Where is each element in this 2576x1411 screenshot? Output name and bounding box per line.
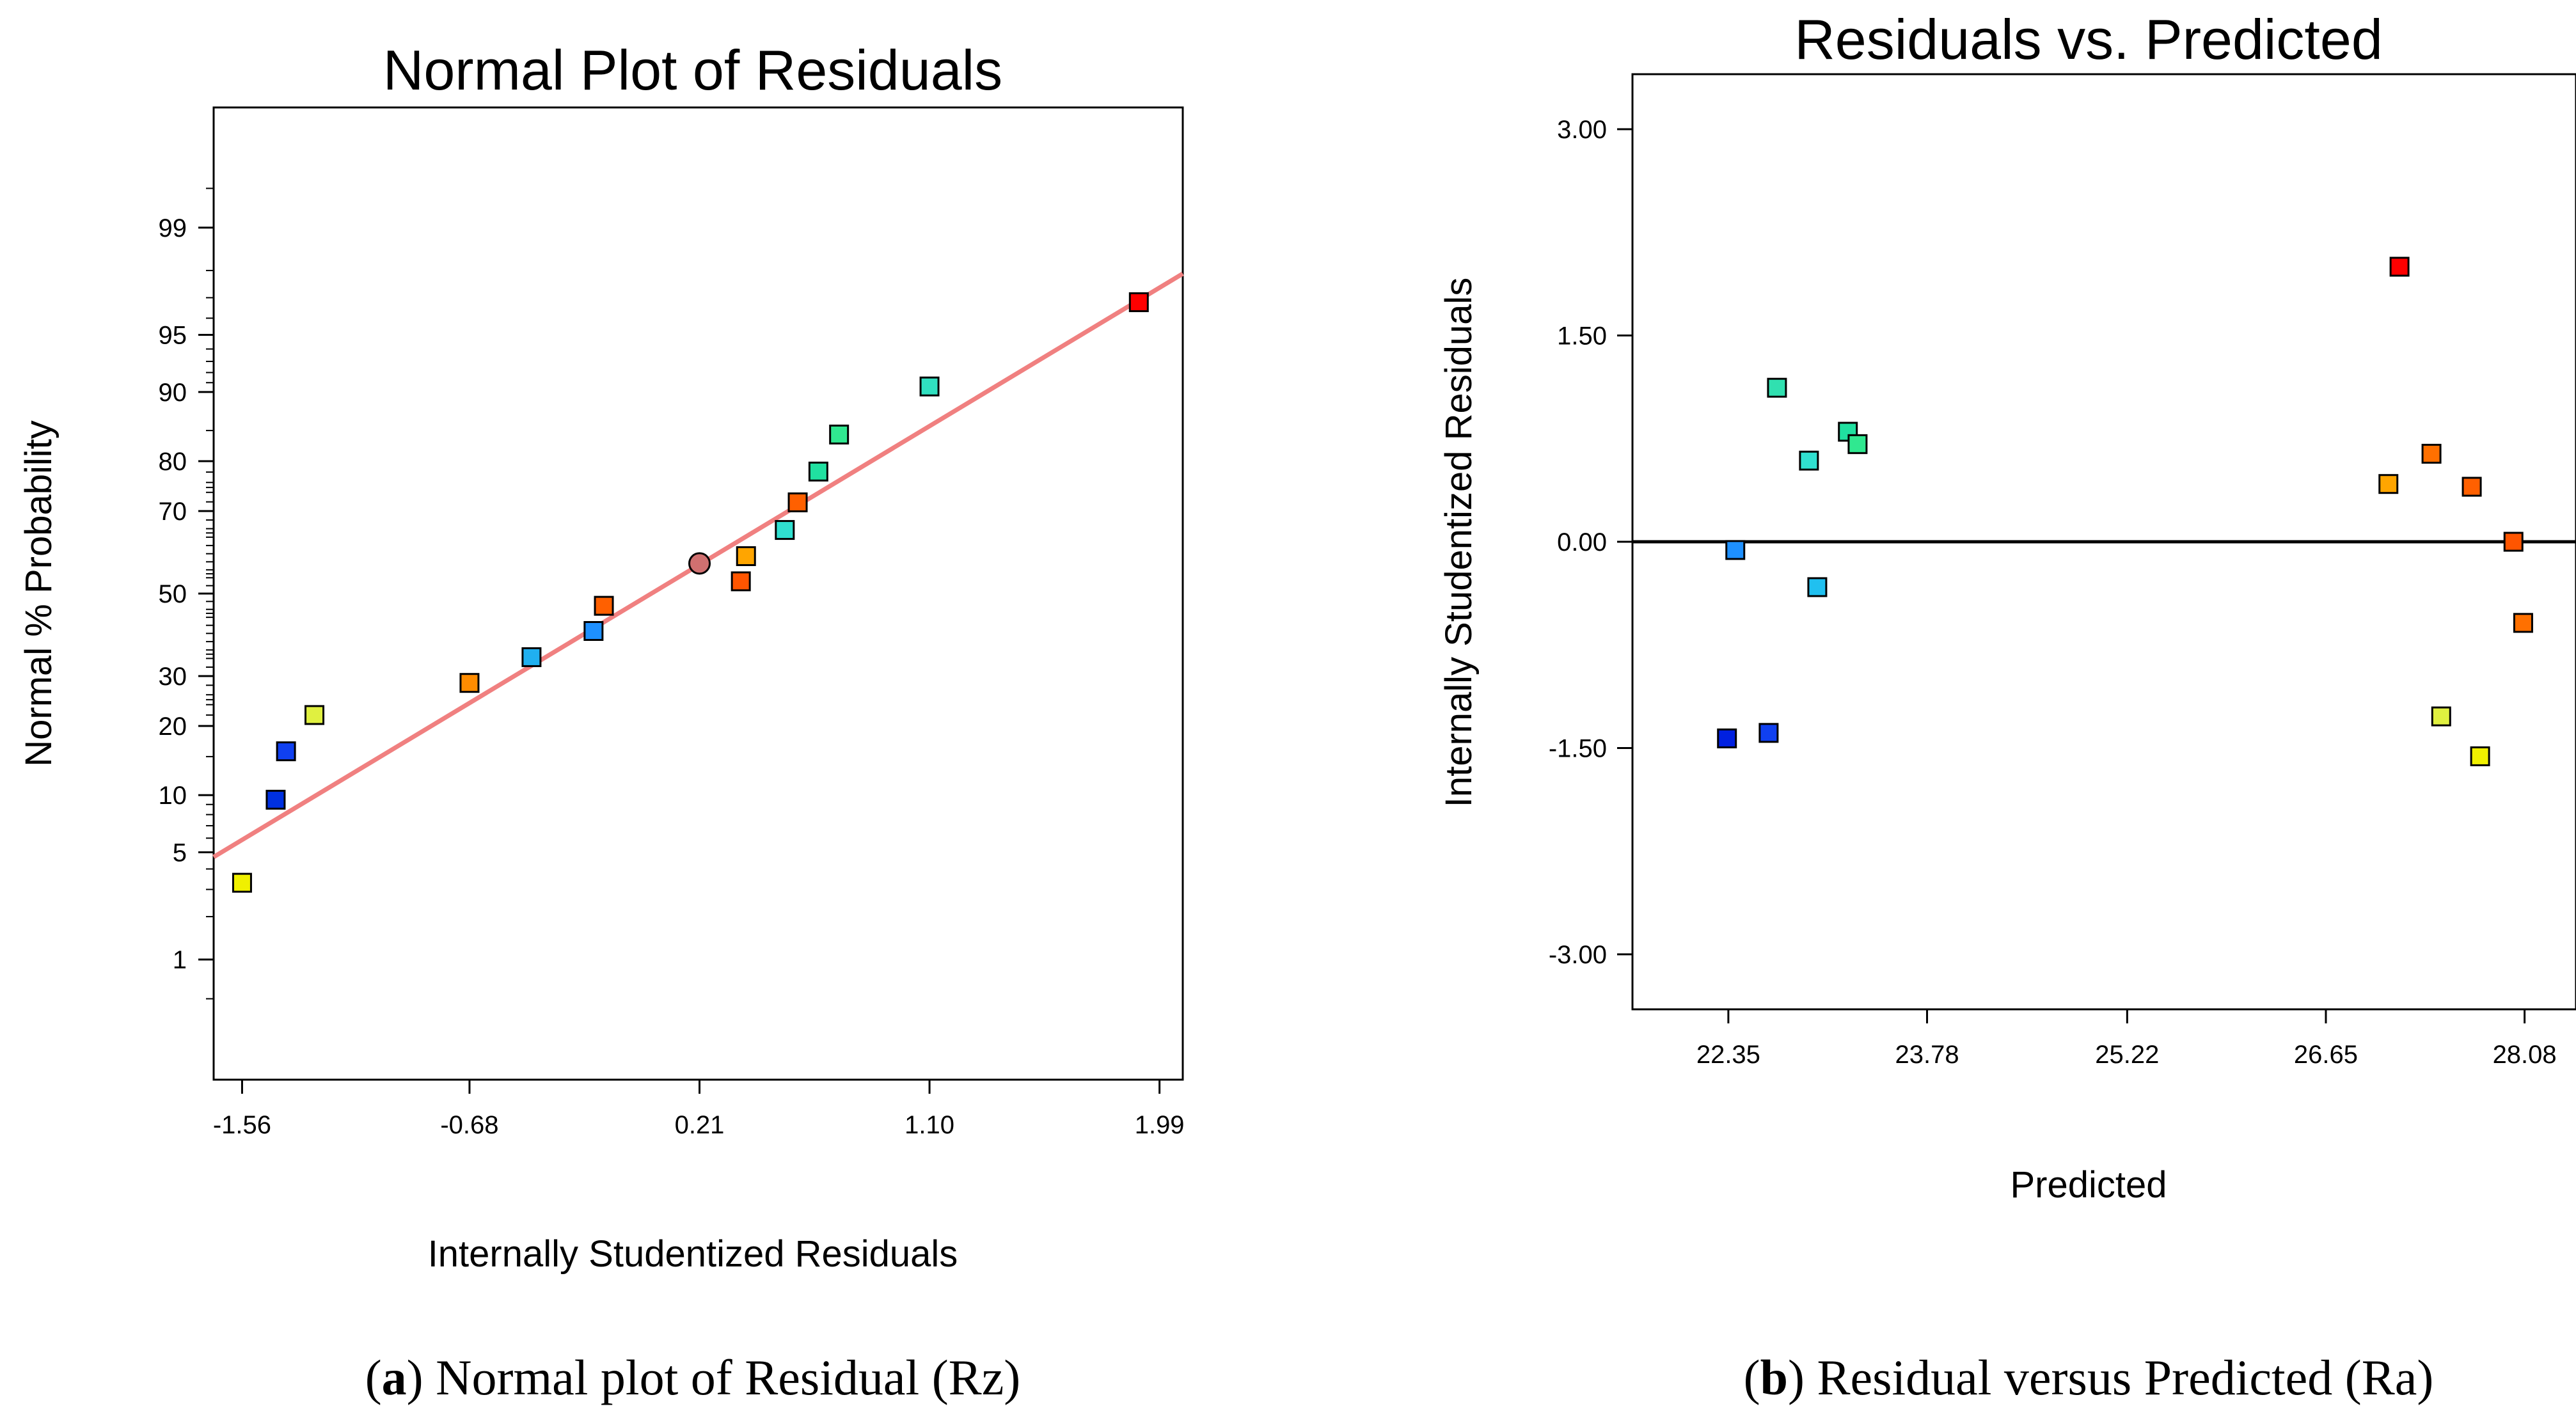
chart-a-y-tick-label: 90 [159,379,187,407]
chart-a-point [787,492,808,512]
chart-b-caption: (b) Residual versus Predicted (Ra) [1744,1350,2434,1405]
chart-b-point [1758,723,1779,743]
chart-a-x-axis-label: Internally Studentized Residuals [428,1233,958,1275]
chart-a-point [731,571,751,592]
chart-b-title: Residuals vs. Predicted [1794,8,2383,71]
chart-a-y-tick-label: 95 [159,321,187,349]
chart-a-point [265,789,286,810]
chart-b-caption-text: ) Residual versus Predicted (Ra) [1788,1350,2433,1405]
chart-b-point [2470,746,2490,766]
chart-b-y-tick-label: 3.00 [1557,116,1607,144]
chart-b-x-tick-label: 26.65 [2294,1041,2358,1069]
chart-b-point [2513,613,2533,633]
chart-b-y-tick-label: 1.50 [1557,322,1607,351]
chart-b-point [1717,728,1737,748]
chart-a-x-tick-label: -0.68 [440,1111,498,1139]
chart-b-point [2389,256,2410,277]
chart-a-point [736,546,756,567]
chart-b-point [1725,540,1746,560]
chart-a-point [459,673,480,693]
chart-b-point [1847,434,1868,454]
chart-a-x-tick-label: 0.21 [675,1111,725,1139]
chart-a-point [919,376,940,397]
chart-b-point [2421,443,2442,464]
chart-b-x-tick-label: 23.78 [1895,1041,1959,1069]
chart-a-y-tick-label: 99 [159,214,187,242]
chart-a-y-tick-label: 50 [159,580,187,608]
chart-a-title: Normal Plot of Residuals [383,38,1002,102]
chart-b-x-tick-label: 28.08 [2493,1041,2557,1069]
chart-a-y-tick-label: 1 [173,946,187,974]
chart-a-x-tick-label: -1.56 [213,1111,271,1139]
chart-b-x-tick-label: 25.22 [2095,1041,2159,1069]
chart-a-point [594,595,614,616]
chart-a-y-tick-label: 5 [173,839,187,867]
chart-a-caption: (a) Normal plot of Residual (Rz) [365,1350,1021,1405]
chart-a-point [775,520,795,540]
chart-a-caption-letter: a [382,1350,407,1405]
chart-b-point [2461,477,2482,497]
chart-a-x-tick-label: 1.10 [905,1111,954,1139]
chart-a-point [232,872,252,893]
chart-b-x-axis-label: Predicted [2010,1164,2167,1206]
chart-a-y-tick-label: 10 [159,782,187,810]
chart-b-point [1807,577,1828,597]
chart-b-point [2378,474,2399,494]
chart-a-x-tick-label: 1.99 [1135,1111,1185,1139]
chart-b-point [2431,706,2451,727]
chart-b-point [1799,450,1819,471]
chart-a-point [688,552,711,575]
chart-a-point [276,741,296,762]
chart-a-y-axis-label: Normal % Probability [18,420,59,767]
chart-a-point [583,620,604,641]
chart-b-y-tick-label: -1.50 [1549,735,1607,763]
chart-a-point [1128,292,1149,312]
chart-b-caption-letter: b [1760,1350,1788,1405]
chart-a-point [521,647,542,667]
chart-a-point [808,461,828,482]
chart-b-point [2503,532,2524,552]
normal-plot-panel: Normal Plot of Residuals 1 5 10 20 30 50 70 80 9… [18,38,1185,1405]
chart-a-point [829,424,849,445]
chart-a-caption-text: ) Normal plot of Residual (Rz) [407,1350,1021,1405]
chart-b-y-axis-label: Internally Studentized Residuals [1438,278,1480,808]
chart-a-point [304,705,325,725]
chart-a-y-tick-label: 20 [159,713,187,741]
chart-a-y-tick-label: 70 [159,498,187,526]
chart-b-x-tick-label: 22.35 [1696,1041,1760,1069]
chart-a-y-tick-label: 30 [159,663,187,691]
residuals-vs-predicted-panel: Residuals vs. Predicted -3.00 -1.50 0.00 1.… [1438,8,2576,1405]
chart-b-point [1767,377,1787,398]
chart-b-y-tick-label: -3.00 [1549,941,1607,969]
chart-a-y-tick-label: 80 [159,448,187,476]
chart-b-y-tick-label: 0.00 [1557,528,1607,556]
